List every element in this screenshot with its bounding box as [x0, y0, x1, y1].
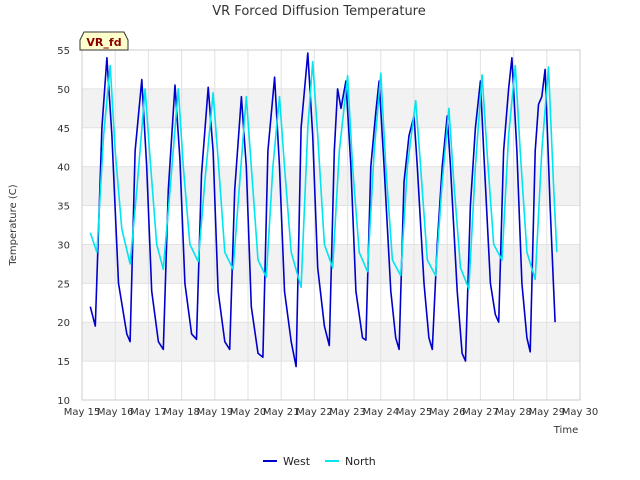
x-tick-label: May 25 [396, 407, 433, 418]
y-tick-label: 35 [57, 202, 70, 213]
x-tick-label: May 21 [263, 407, 300, 418]
x-tick-label: May 17 [130, 407, 167, 418]
y-tick-label: 15 [57, 357, 70, 368]
x-tick-label: May 22 [296, 407, 333, 418]
site-badge: VR_fd [79, 31, 129, 51]
background-band [82, 88, 580, 128]
x-tick-label: May 29 [529, 407, 566, 418]
x-tick-label: May 23 [329, 407, 366, 418]
plot-frame [81, 49, 581, 401]
x-tick-label: May 18 [163, 407, 200, 418]
series-line-west [89, 52, 556, 368]
x-tick-label: May 30 [562, 407, 599, 418]
x-tick-label: May 28 [495, 407, 532, 418]
badge-label: VR_fd [86, 36, 121, 49]
x-tick-label: May 19 [197, 407, 234, 418]
y-tick-label: 30 [57, 240, 70, 251]
y-tick-label: 25 [57, 279, 70, 290]
x-tick-label: May 24 [363, 407, 400, 418]
y-tick-label: 50 [57, 85, 70, 96]
background-band [82, 166, 580, 206]
y-tick-label: 10 [57, 396, 70, 407]
y-tick-labels: 10 15 20 25 30 35 40 45 50 55 [57, 46, 70, 407]
legend-label: North [345, 455, 376, 468]
y-tick-label: 40 [57, 163, 70, 174]
x-tick-label: May 20 [230, 407, 267, 418]
legend: West North [263, 455, 376, 468]
y-tick-label: 20 [57, 318, 70, 329]
y-tick-label: 55 [57, 46, 70, 57]
legend-item-north: North [325, 455, 376, 468]
x-axis-label: Time [553, 425, 578, 436]
x-tick-label: May 26 [429, 407, 466, 418]
y-axis-label: Temperature (C) [8, 184, 19, 266]
background-band [82, 322, 580, 362]
x-tick-label: May 15 [64, 407, 101, 418]
series-line-north [89, 60, 558, 290]
x-tick-label: May 16 [97, 407, 134, 418]
y-tick-label: 45 [57, 124, 70, 135]
chart-title: VR Forced Diffusion Temperature [212, 4, 426, 19]
x-tick-label: May 27 [462, 407, 499, 418]
legend-item-west: West [263, 455, 311, 468]
legend-label: West [283, 455, 311, 468]
badge-box [79, 31, 129, 51]
series-layer [89, 52, 558, 368]
